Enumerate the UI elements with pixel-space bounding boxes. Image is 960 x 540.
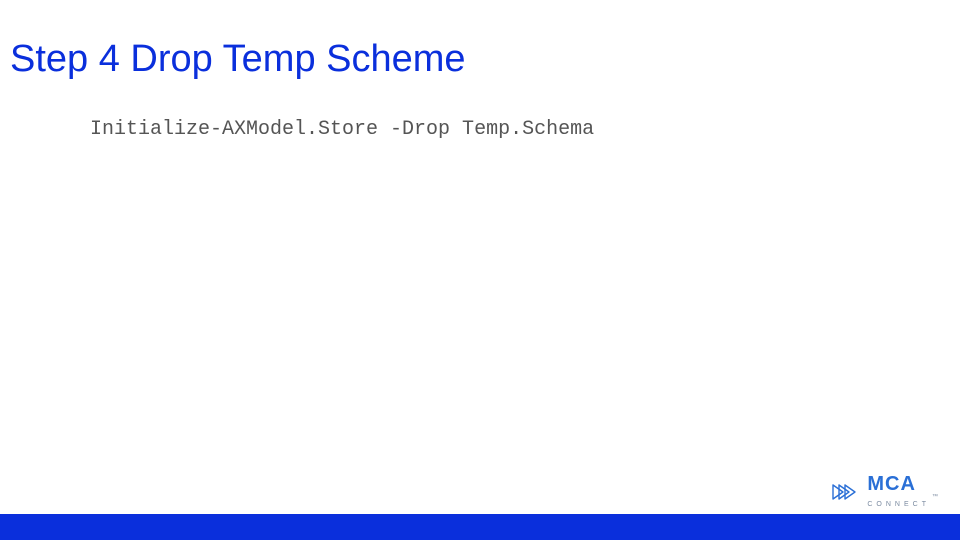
brand-main: MCA [867,473,916,495]
brand-text: MCA CONNECT™ [867,474,938,510]
triple-play-icon [831,479,857,505]
trademark-symbol: ™ [932,494,938,500]
slide: Step 4 Drop Temp Scheme Initialize-AXMod… [0,0,960,540]
footer-bar [0,514,960,540]
slide-title: Step 4 Drop Temp Scheme [10,38,466,81]
brand-logo: MCA CONNECT™ [831,474,938,510]
brand-sub: CONNECT [867,501,930,508]
code-line: Initialize-AXModel.Store -Drop Temp.Sche… [90,118,594,141]
